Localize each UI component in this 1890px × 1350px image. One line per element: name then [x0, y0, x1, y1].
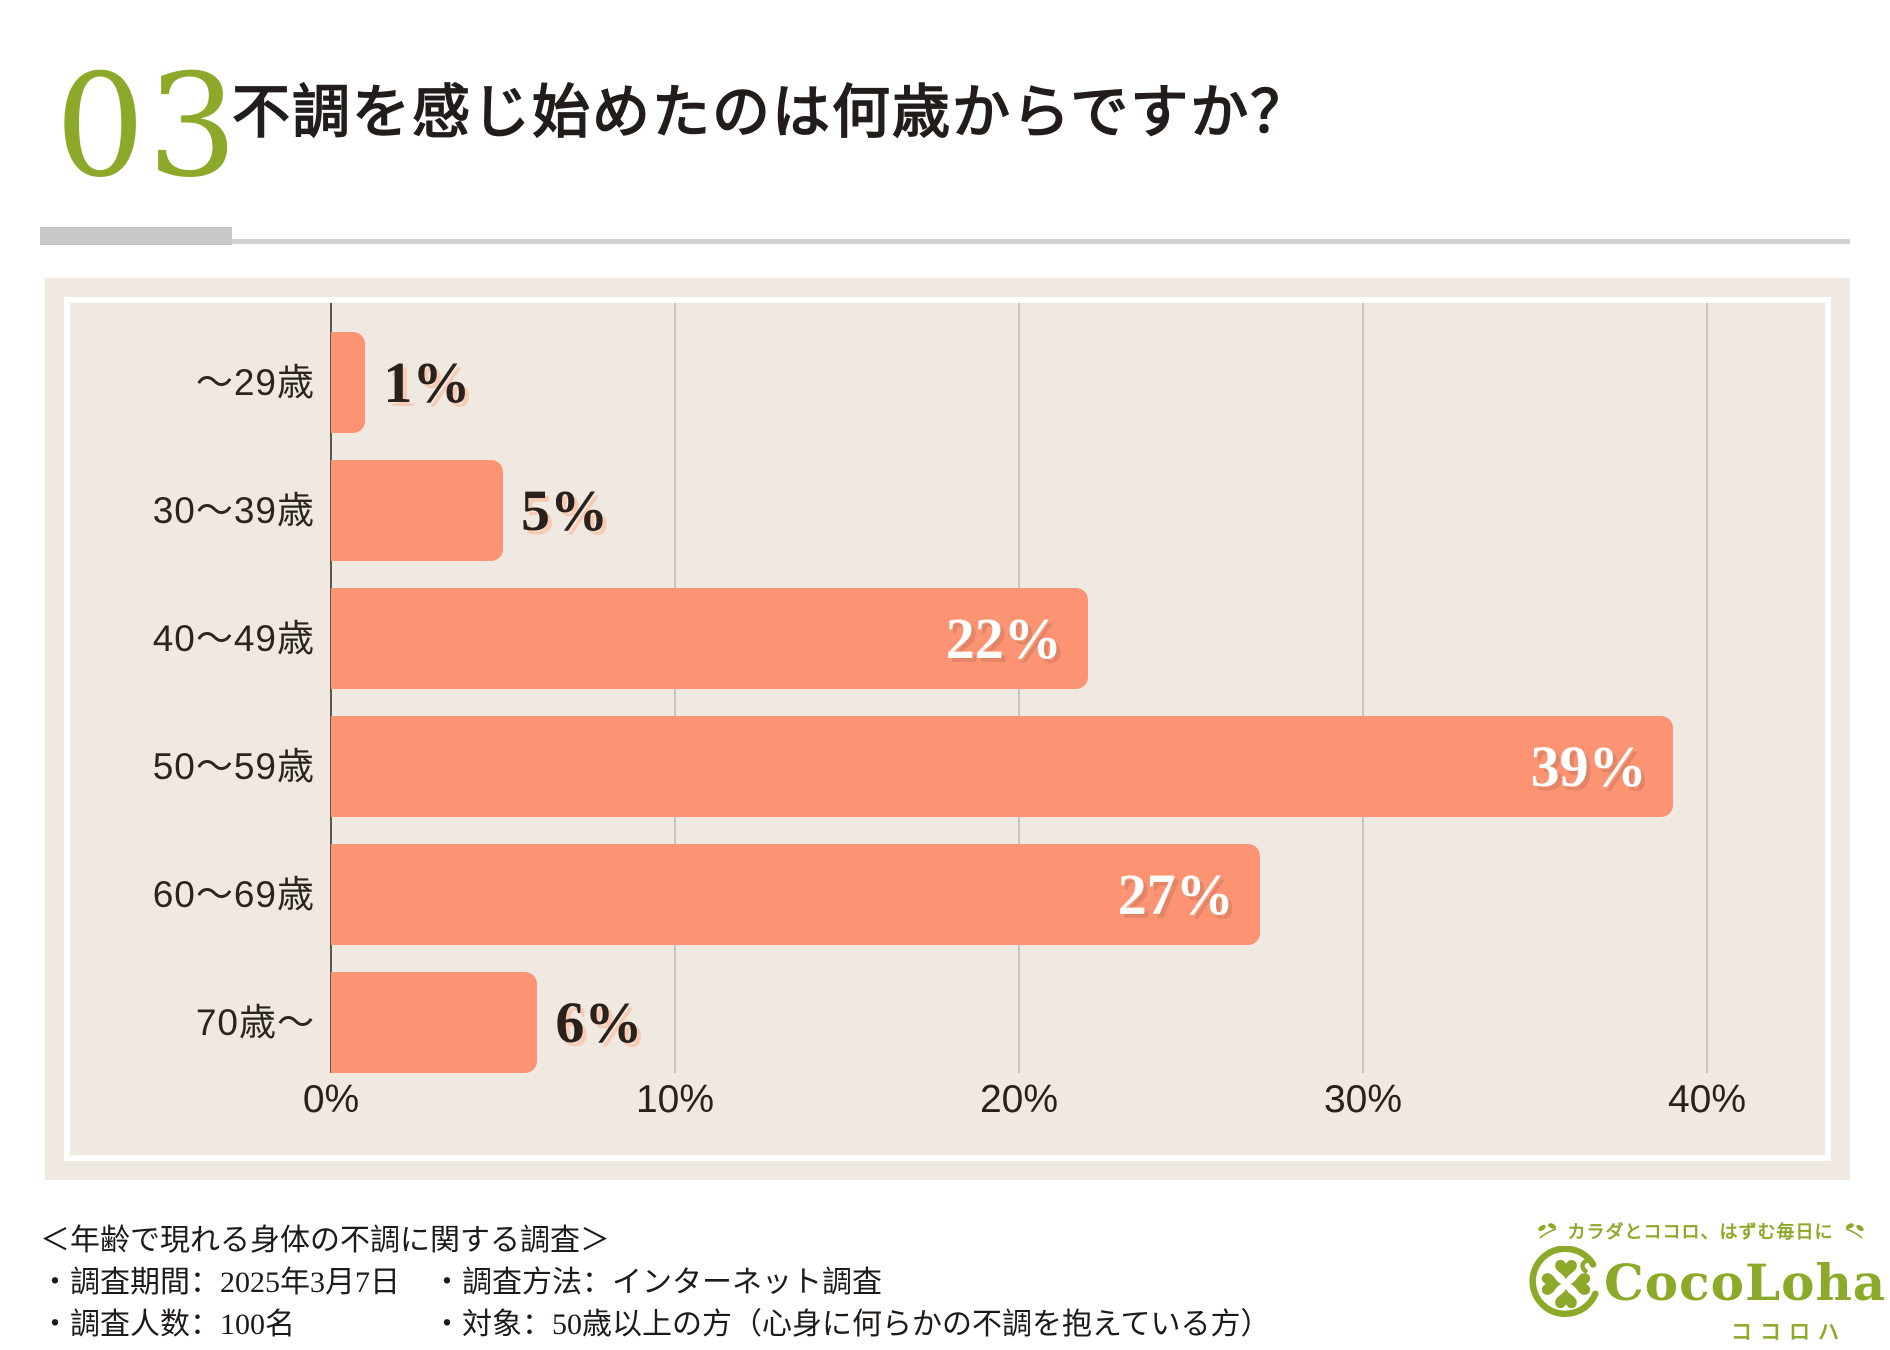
category-label: 30～39歳: [152, 490, 315, 531]
clover-mark-icon: [1529, 1246, 1599, 1318]
chart-row: 70歳～ 6%: [45, 972, 1850, 1073]
survey-sample-size: ・調査人数：100名: [40, 1308, 295, 1341]
chart-row: 60～69歳 27%: [45, 844, 1850, 945]
bar: [331, 588, 1088, 689]
category-label: 40～49歳: [152, 618, 315, 659]
bar: [331, 460, 503, 561]
bar: [331, 972, 538, 1073]
x-tick-label: 0%: [302, 1078, 360, 1121]
leaf-sprig-icon: [1845, 1223, 1864, 1239]
value-label: 39%: [1530, 734, 1647, 799]
divider-accent-block: [40, 227, 232, 245]
divider-line: [40, 239, 1850, 244]
category-label: 60～69歳: [152, 874, 315, 915]
category-label: 50～59歳: [152, 746, 315, 787]
page-title: 不調を感じ始めたのは何歳からですか？: [232, 80, 1311, 145]
logo-tagline-row: カラダとココロ、はずむ毎日に: [1528, 1218, 1873, 1244]
value-label: 6%: [555, 990, 643, 1055]
chart-row: 30～39歳 5%: [45, 460, 1850, 561]
chart-row: 50～59歳 39%: [45, 716, 1850, 817]
logo-wordmark: CocoLoha: [1604, 1253, 1887, 1312]
cocoloha-logo: カラダとココロ、はずむ毎日に: [1528, 1218, 1885, 1346]
chart-row: ～29歳 1%: [45, 332, 1850, 433]
leaf-sprig-icon: [1537, 1223, 1556, 1239]
logo-tagline: カラダとココロ、はずむ毎日に: [1567, 1222, 1834, 1242]
x-tick-label: 30%: [1323, 1078, 1403, 1121]
value-label: 27%: [1117, 862, 1234, 927]
gridline: [1362, 300, 1364, 1073]
logo-wordmark-row: CocoLoha: [1604, 1246, 1890, 1320]
bar: [331, 716, 1673, 817]
x-tick-label: 10%: [635, 1078, 715, 1121]
logo-main-row: CocoLoha: [1528, 1246, 1885, 1322]
bar: [331, 332, 366, 433]
survey-target: ・対象：50歳以上の方（心身に何らかの不調を抱えている方）: [432, 1308, 1271, 1341]
survey-title: ＜年齢で現れる身体の不調に関する調査＞: [40, 1224, 610, 1257]
bar: [331, 844, 1260, 945]
chart-row: 40～49歳 22%: [45, 588, 1850, 689]
gridline: [1706, 300, 1708, 1073]
value-label: 5%: [521, 478, 608, 543]
chart-panel: ～29歳 1% 30～39歳 5% 40～49歳 22% 50～59歳 39% 60～69歳 27…: [45, 278, 1850, 1180]
x-tick-label: 20%: [979, 1078, 1059, 1121]
survey-period: ・調査期間：2025年3月7日: [40, 1266, 400, 1299]
logo-kana: ココロハ: [1731, 1321, 1847, 1344]
x-tick-label: 40%: [1667, 1078, 1747, 1121]
value-label: 22%: [945, 606, 1062, 671]
value-label: 1%: [383, 350, 471, 415]
category-label: ～29歳: [195, 362, 315, 403]
question-number: 03: [55, 44, 240, 209]
category-label: 70歳～: [195, 1002, 315, 1043]
survey-method: ・調査方法：インターネット調査: [432, 1266, 882, 1299]
